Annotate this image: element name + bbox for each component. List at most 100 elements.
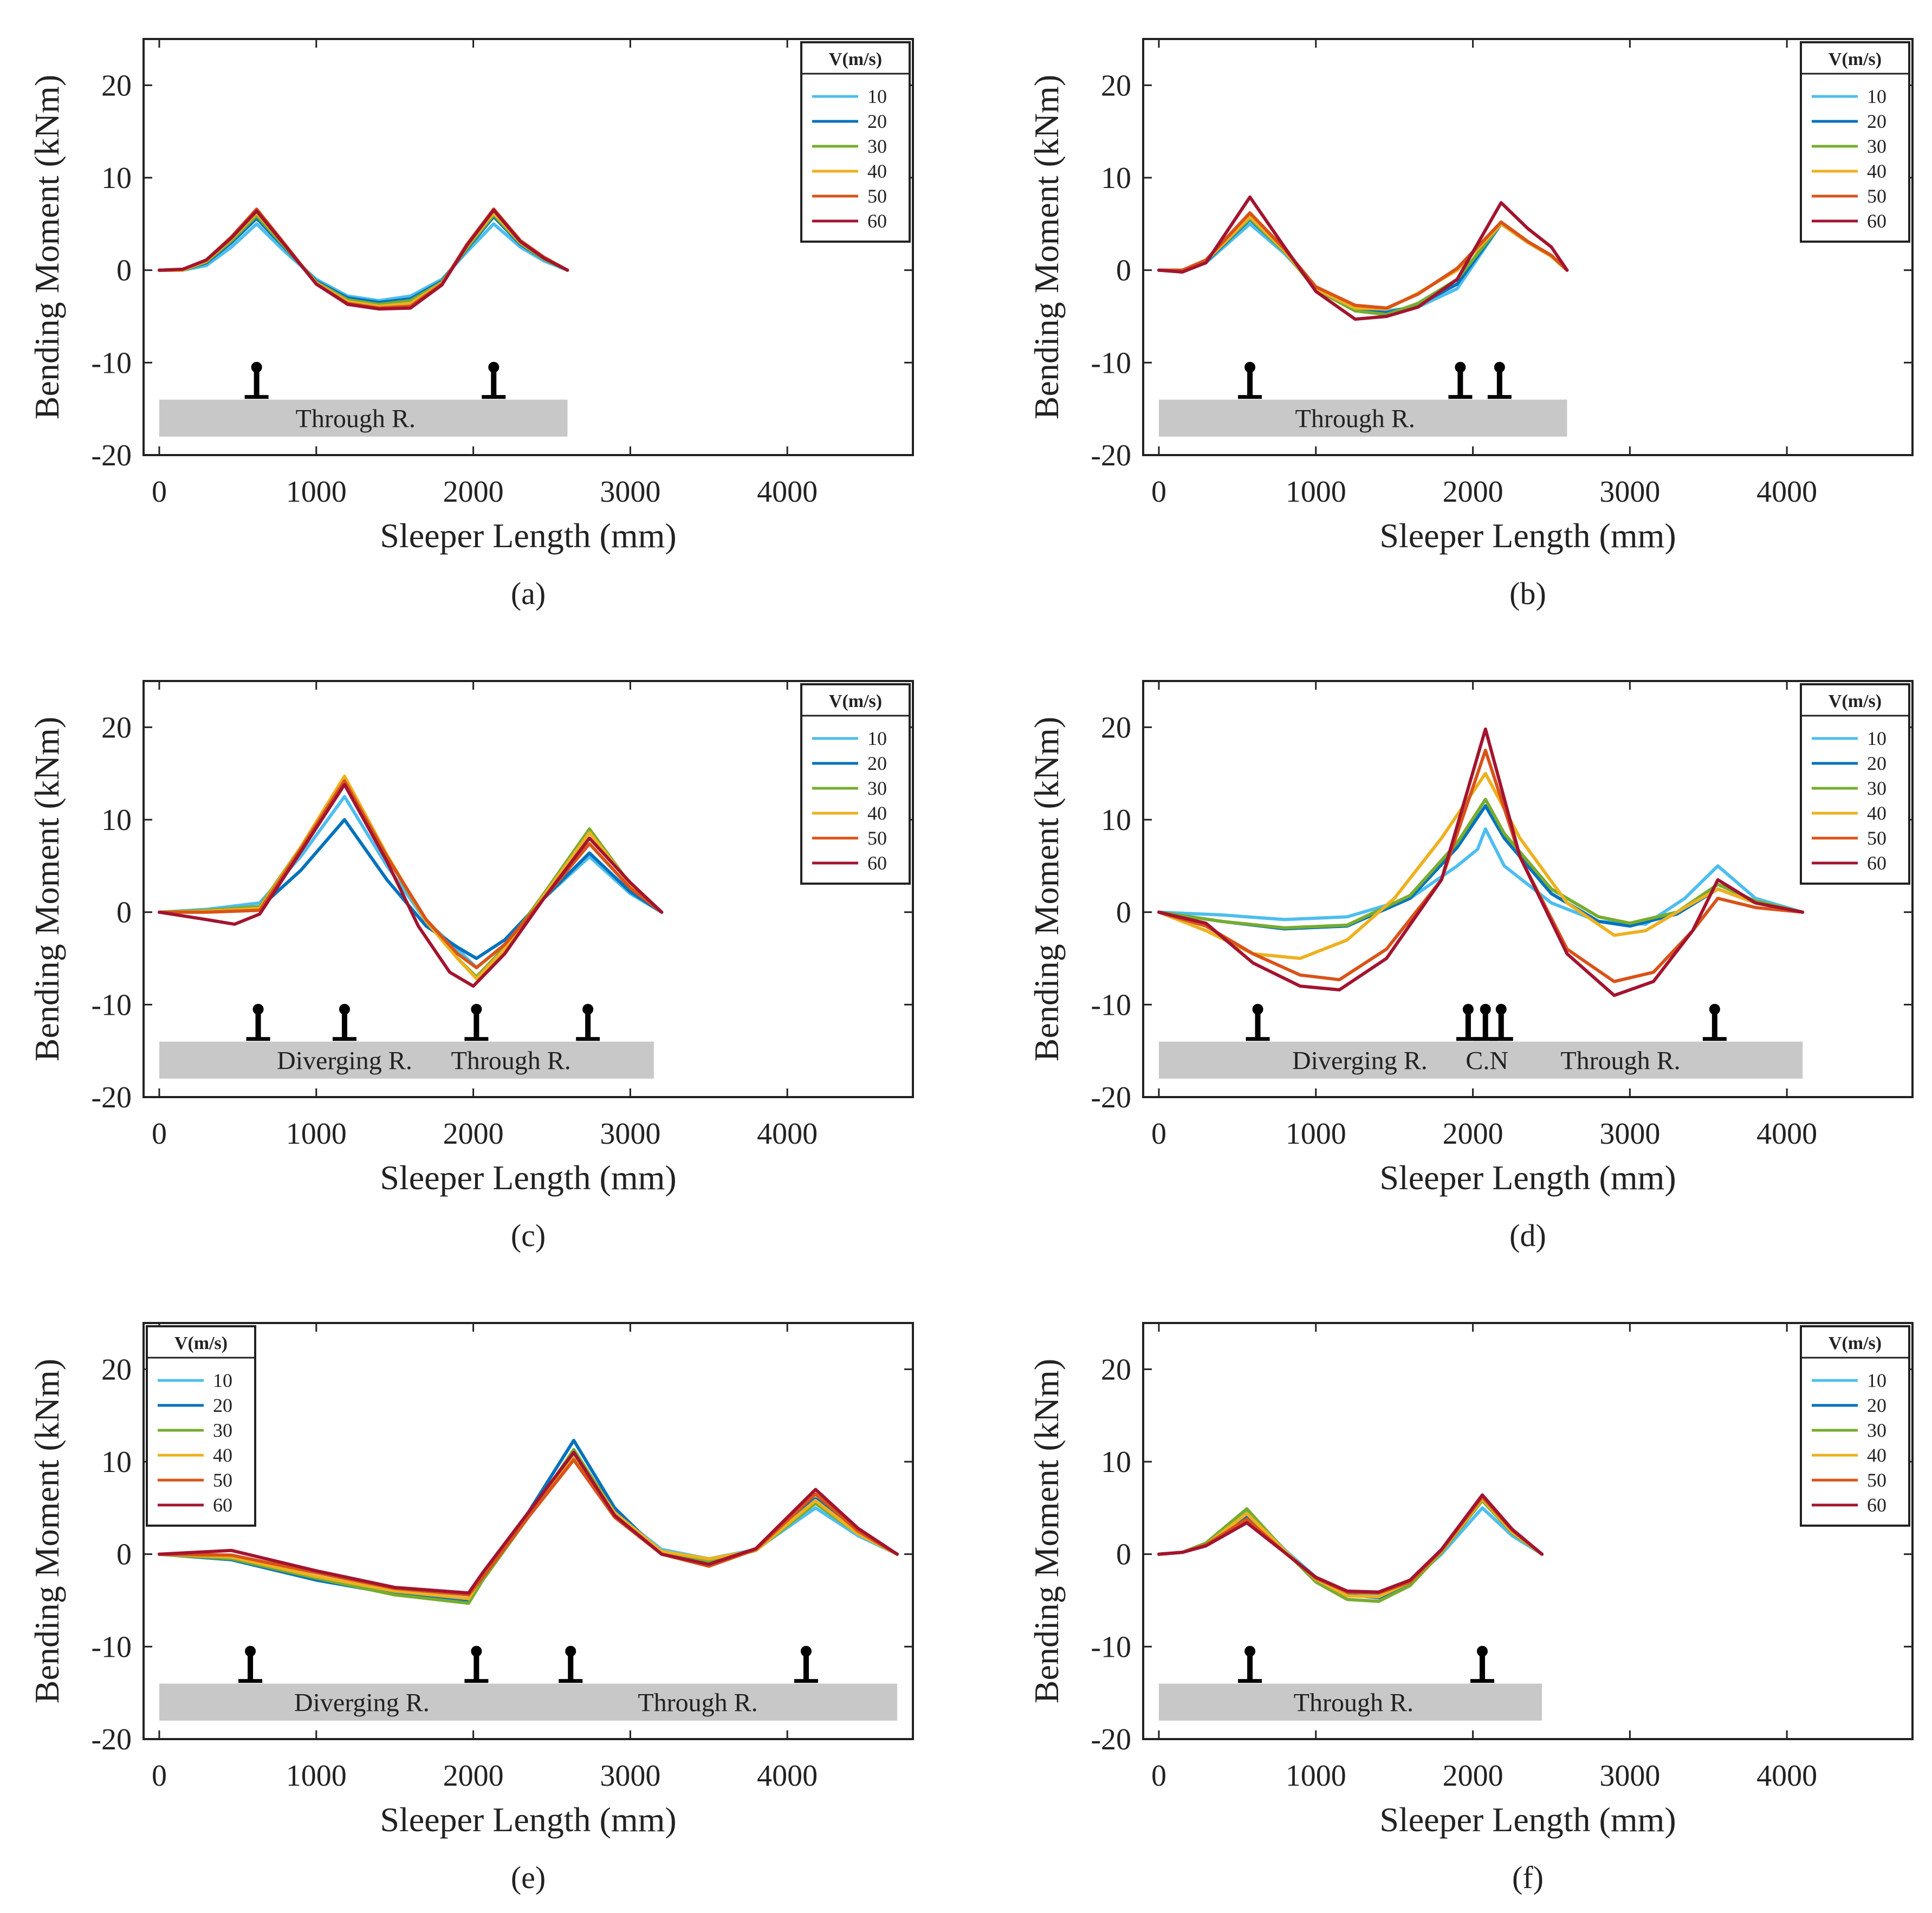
series-line-60	[1157, 195, 1569, 321]
x-tick-label: 0	[1151, 1759, 1166, 1793]
rail-icon	[1246, 1003, 1270, 1041]
legend-label: 30	[1867, 1419, 1886, 1441]
track-label: Through R.	[451, 1047, 570, 1075]
series-line-10	[158, 795, 664, 970]
x-axis-title: Sleeper Length (mm)	[380, 516, 676, 555]
plot-area	[142, 680, 914, 1098]
legend: V(m/s) 10 20 30 40 50 60	[800, 41, 911, 243]
legend-label: 20	[1867, 1395, 1886, 1416]
sleeper-bar	[159, 1041, 654, 1079]
panel-caption: (a)	[511, 576, 546, 611]
rail-web	[491, 367, 497, 398]
legend-title: V(m/s)	[829, 691, 882, 711]
x-tick-label: 4000	[757, 1759, 818, 1793]
series-line-30	[1157, 797, 1805, 930]
rail-foot	[1448, 395, 1473, 399]
rail-icon	[1487, 361, 1512, 399]
rail-icon	[246, 1003, 270, 1041]
rail-icon	[332, 1003, 356, 1041]
rail-foot	[1489, 1037, 1513, 1041]
legend-label: 40	[867, 802, 887, 824]
series-line-10	[1157, 222, 1569, 313]
legend: V(m/s) 10 20 30 40 50 60	[146, 1325, 256, 1527]
x-tick-label: 3000	[1599, 475, 1660, 509]
rail-foot	[332, 1037, 356, 1041]
x-tick-label: 3000	[600, 1117, 660, 1151]
x-tick-label: 2000	[1443, 1759, 1503, 1793]
rail-web	[1496, 367, 1502, 398]
y-tick-label: -10	[91, 346, 132, 380]
legend-label: 10	[213, 1370, 232, 1391]
legend: V(m/s) 10 20 30 40 50 60	[1800, 683, 1910, 885]
rail-web	[1247, 367, 1253, 398]
rail-icon	[576, 1003, 600, 1041]
track-label: C.N	[1466, 1047, 1508, 1075]
y-tick-label: 20	[1101, 711, 1131, 744]
sleeper-bar	[1158, 399, 1567, 437]
plot-area	[1142, 1322, 1914, 1740]
legend-label: 40	[1867, 1444, 1886, 1466]
x-tick-label: 1000	[286, 1117, 347, 1151]
x-axis-title: Sleeper Length (mm)	[1379, 516, 1676, 555]
panel-caption: (e)	[511, 1860, 546, 1895]
rail-web	[1479, 1651, 1485, 1682]
legend-label: 50	[1867, 1469, 1886, 1491]
panel-caption: (c)	[511, 1218, 546, 1253]
y-tick-label: 0	[1116, 896, 1131, 930]
track-label: Through R.	[638, 1689, 757, 1717]
rail-web	[1482, 1009, 1488, 1040]
rail-web	[474, 1651, 479, 1682]
y-tick-label: -20	[1091, 1081, 1131, 1114]
y-tick-label: 0	[116, 1538, 132, 1572]
legend: V(m/s) 10 20 30 40 50 60	[800, 683, 911, 885]
rail-icon	[559, 1645, 583, 1683]
rail-web	[568, 1651, 574, 1682]
y-tick-label: 10	[1101, 161, 1131, 195]
y-tick-label: -20	[1091, 439, 1131, 472]
y-tick-label: -20	[1091, 1723, 1131, 1756]
legend-label: 10	[1867, 1370, 1886, 1391]
x-axis-title: Sleeper Length (mm)	[1379, 1158, 1676, 1197]
rail-icon	[1238, 361, 1262, 399]
rail-icon	[464, 1645, 489, 1683]
rail-foot	[1238, 1679, 1262, 1683]
panel-a: Through R. 20 10 0 -10 -20 0 1000 2000 3000 4000 Sl…	[28, 38, 914, 611]
rail-icon	[1470, 1645, 1494, 1683]
rail-icon	[1702, 1003, 1727, 1041]
x-tick-label: 4000	[1756, 475, 1817, 509]
series-line-60	[1157, 727, 1805, 997]
y-tick-label: -10	[91, 988, 132, 1022]
rail-foot	[482, 395, 506, 399]
legend-label: 10	[867, 86, 887, 107]
legend-label: 60	[867, 852, 887, 874]
legend-label: 30	[867, 135, 887, 157]
legend-box	[800, 683, 911, 885]
x-tick-label: 1000	[286, 1759, 347, 1793]
y-axis-title: Bending Moment (kNm)	[28, 1359, 66, 1703]
x-tick-label: 4000	[1756, 1117, 1817, 1151]
series-line-40	[1157, 771, 1805, 960]
y-tick-label: -10	[1091, 346, 1131, 380]
panel-caption: (b)	[1509, 576, 1546, 611]
y-tick-label: 20	[1101, 1353, 1131, 1386]
plot-area	[1142, 680, 1914, 1098]
x-tick-label: 0	[1151, 475, 1166, 509]
legend-label: 50	[213, 1469, 232, 1491]
rail-icon	[1489, 1003, 1513, 1041]
legend-label: 60	[867, 210, 887, 232]
rail-icon	[1456, 1003, 1480, 1041]
x-tick-label: 0	[1151, 1117, 1166, 1151]
legend-title: V(m/s)	[829, 49, 882, 69]
rail-icon	[238, 1645, 263, 1683]
series-line-40	[158, 1452, 899, 1600]
y-axis-title: Bending Moment (kNm)	[28, 717, 66, 1061]
legend-label: 50	[867, 827, 887, 849]
legend-label: 20	[867, 111, 887, 132]
x-tick-label: 0	[152, 1759, 167, 1793]
y-tick-label: -20	[91, 1723, 132, 1756]
legend-label: 40	[1867, 160, 1886, 182]
y-tick-label: 0	[116, 896, 132, 930]
panel-caption: (f)	[1512, 1860, 1544, 1895]
legend-title: V(m/s)	[1829, 49, 1882, 69]
x-tick-label: 1000	[1286, 1117, 1346, 1151]
